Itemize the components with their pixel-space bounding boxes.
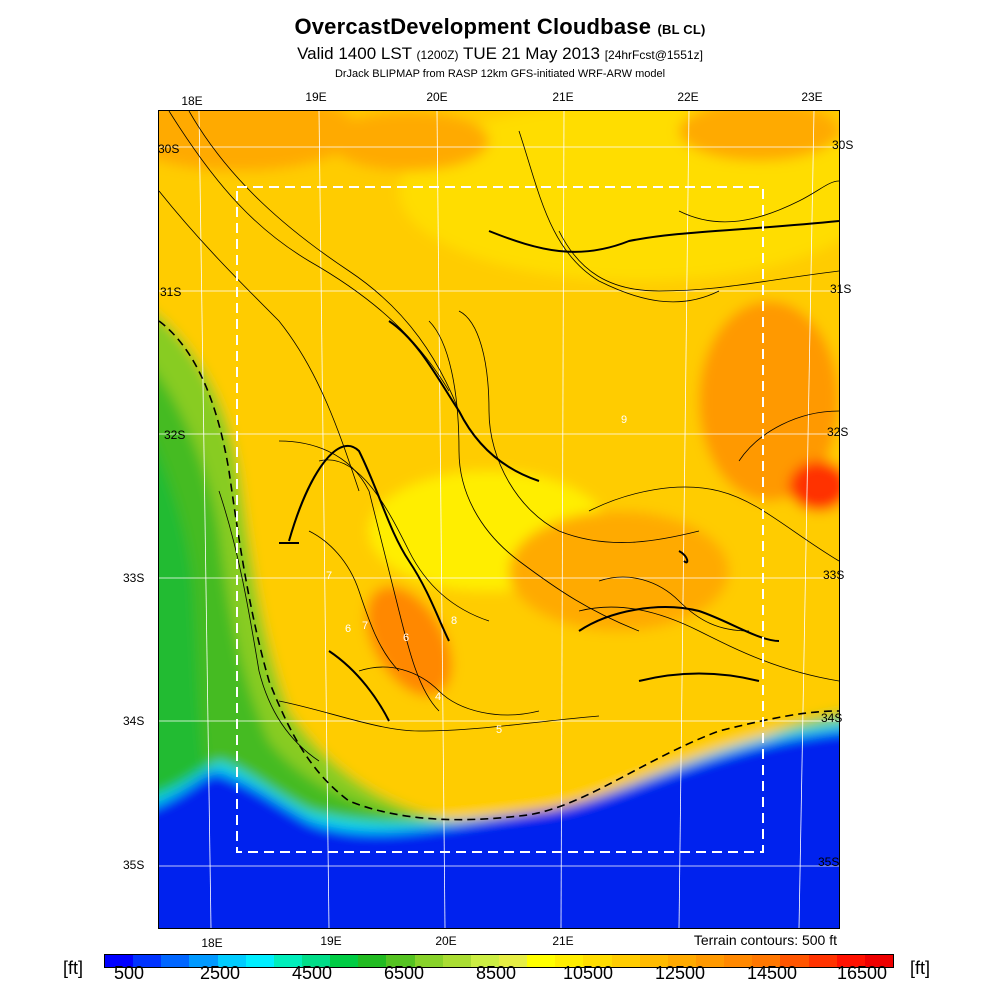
title-main: OvercastDevelopment Cloudbase xyxy=(294,14,652,39)
contour-label-3: 7 xyxy=(362,620,368,632)
colorbar-swatch xyxy=(330,955,359,967)
contour-label-2: 6 xyxy=(403,632,409,644)
colorbar-swatch xyxy=(780,955,809,967)
utc-label: (1200Z) xyxy=(416,48,459,62)
colorbar-label-500: 500 xyxy=(113,963,145,983)
colorbar-swatch xyxy=(808,955,837,967)
date-label: TUE 21 May 2013 xyxy=(462,44,600,63)
valid-time: Valid 1400 LST (1200Z) TUE 21 May 2013 [… xyxy=(0,44,1000,64)
lat-label-right-31s: 31S xyxy=(830,282,852,296)
colorbar-label-12500: 12500 xyxy=(654,963,706,983)
colorbar-swatch xyxy=(161,955,190,967)
colorbar-label-8500: 8500 xyxy=(475,963,517,983)
contour-label-8: 5 xyxy=(496,724,502,736)
colorbar-label-16500: 16500 xyxy=(836,963,888,983)
lon-label-top-23e: 23E xyxy=(801,90,823,104)
colorbar-swatch xyxy=(611,955,640,967)
colorbar-swatch xyxy=(442,955,471,967)
colorbar-swatch xyxy=(217,955,246,967)
colorbar-swatch xyxy=(245,955,274,967)
colorbar-unit-right: [ft] xyxy=(910,958,931,978)
inner-domain-box xyxy=(236,186,764,853)
colorbar-swatch xyxy=(358,955,387,967)
contour-label-1: 9 xyxy=(621,414,627,426)
contour-label-4: 8 xyxy=(451,615,457,627)
terrain-contours xyxy=(159,111,839,762)
title-suffix: (BL CL) xyxy=(657,22,706,37)
colorbar-swatch xyxy=(639,955,668,967)
colorbar-label-6500: 6500 xyxy=(383,963,425,983)
lat-label-left-31s: 31S xyxy=(160,285,182,299)
lon-label-top-21e: 21E xyxy=(552,90,574,104)
field-shading xyxy=(159,111,839,928)
lon-label-top-19e: 19E xyxy=(305,90,327,104)
colorbar-label-4500: 4500 xyxy=(291,963,333,983)
contour-label-7: 4 xyxy=(435,691,441,703)
colorbar-label-2500: 2500 xyxy=(199,963,241,983)
lat-label-right-30s: 30S xyxy=(832,138,854,152)
terrain-contour-note: Terrain contours: 500 ft xyxy=(693,932,837,948)
colorbar-swatch xyxy=(133,955,162,967)
bold-contours xyxy=(279,220,839,722)
lon-label-bottom-21e: 21E xyxy=(552,934,574,948)
lat-label-left-35s: 35S xyxy=(123,858,145,872)
lat-label-right-32s: 32S xyxy=(827,425,849,439)
colorbar-swatch xyxy=(864,955,893,967)
lat-label-right-33s: 33S xyxy=(823,568,845,582)
colorbar-swatch xyxy=(695,955,725,967)
map-title: OvercastDevelopment Cloudbase (BL CL) xyxy=(0,14,1000,40)
colorbar-swatch xyxy=(527,955,556,967)
colorbar-swatch xyxy=(583,955,612,967)
cloudbase-map: 9 6 7 8 7 6 4 5 xyxy=(158,110,840,929)
colorbar-swatch xyxy=(667,955,696,967)
coastline xyxy=(159,320,839,821)
contour-label-5: 7 xyxy=(326,570,332,582)
lat-label-left-32s: 32S xyxy=(164,428,186,442)
colorbar-swatch xyxy=(470,955,499,967)
lon-label-bottom-20e: 20E xyxy=(435,934,457,948)
colorbar-swatch xyxy=(386,955,415,967)
colorbar-swatch xyxy=(301,955,331,967)
colorbar-swatch xyxy=(273,955,302,967)
lon-label-bottom-19e: 19E xyxy=(320,934,342,948)
forecast-label: [24hrFcst@1551z] xyxy=(604,48,703,62)
colorbar-swatch xyxy=(414,955,443,967)
lat-label-right-34s: 34S xyxy=(821,711,843,725)
colorbar-label-14500: 14500 xyxy=(746,963,798,983)
colorbar-label-10500: 10500 xyxy=(562,963,614,983)
contour-label-6: 6 xyxy=(345,623,351,635)
valid-label: Valid 1400 LST xyxy=(297,44,412,63)
lon-label-top-18e: 18E xyxy=(181,94,203,108)
colorbar-swatch xyxy=(724,955,753,967)
lat-label-left-33s: 33S xyxy=(123,571,145,585)
lat-label-right-35s: 35S xyxy=(818,855,840,869)
colorbar-swatch xyxy=(105,955,134,967)
colorbar-swatch xyxy=(498,955,528,967)
model-description: DrJack BLIPMAP from RASP 12km GFS-initia… xyxy=(334,68,666,80)
lon-label-bottom-18e: 18E xyxy=(201,936,223,950)
graticule xyxy=(159,111,839,928)
lon-label-top-22e: 22E xyxy=(677,90,699,104)
colorbar xyxy=(104,954,894,968)
colorbar-unit-left: [ft] xyxy=(63,958,84,978)
colorbar-swatch xyxy=(189,955,218,967)
lat-label-left-30s: 30S xyxy=(158,142,180,156)
colorbar-swatch xyxy=(555,955,584,967)
colorbar-swatch xyxy=(836,955,865,967)
lon-label-top-20e: 20E xyxy=(426,90,448,104)
colorbar-swatch xyxy=(752,955,781,967)
lat-label-left-34s: 34S xyxy=(123,714,145,728)
